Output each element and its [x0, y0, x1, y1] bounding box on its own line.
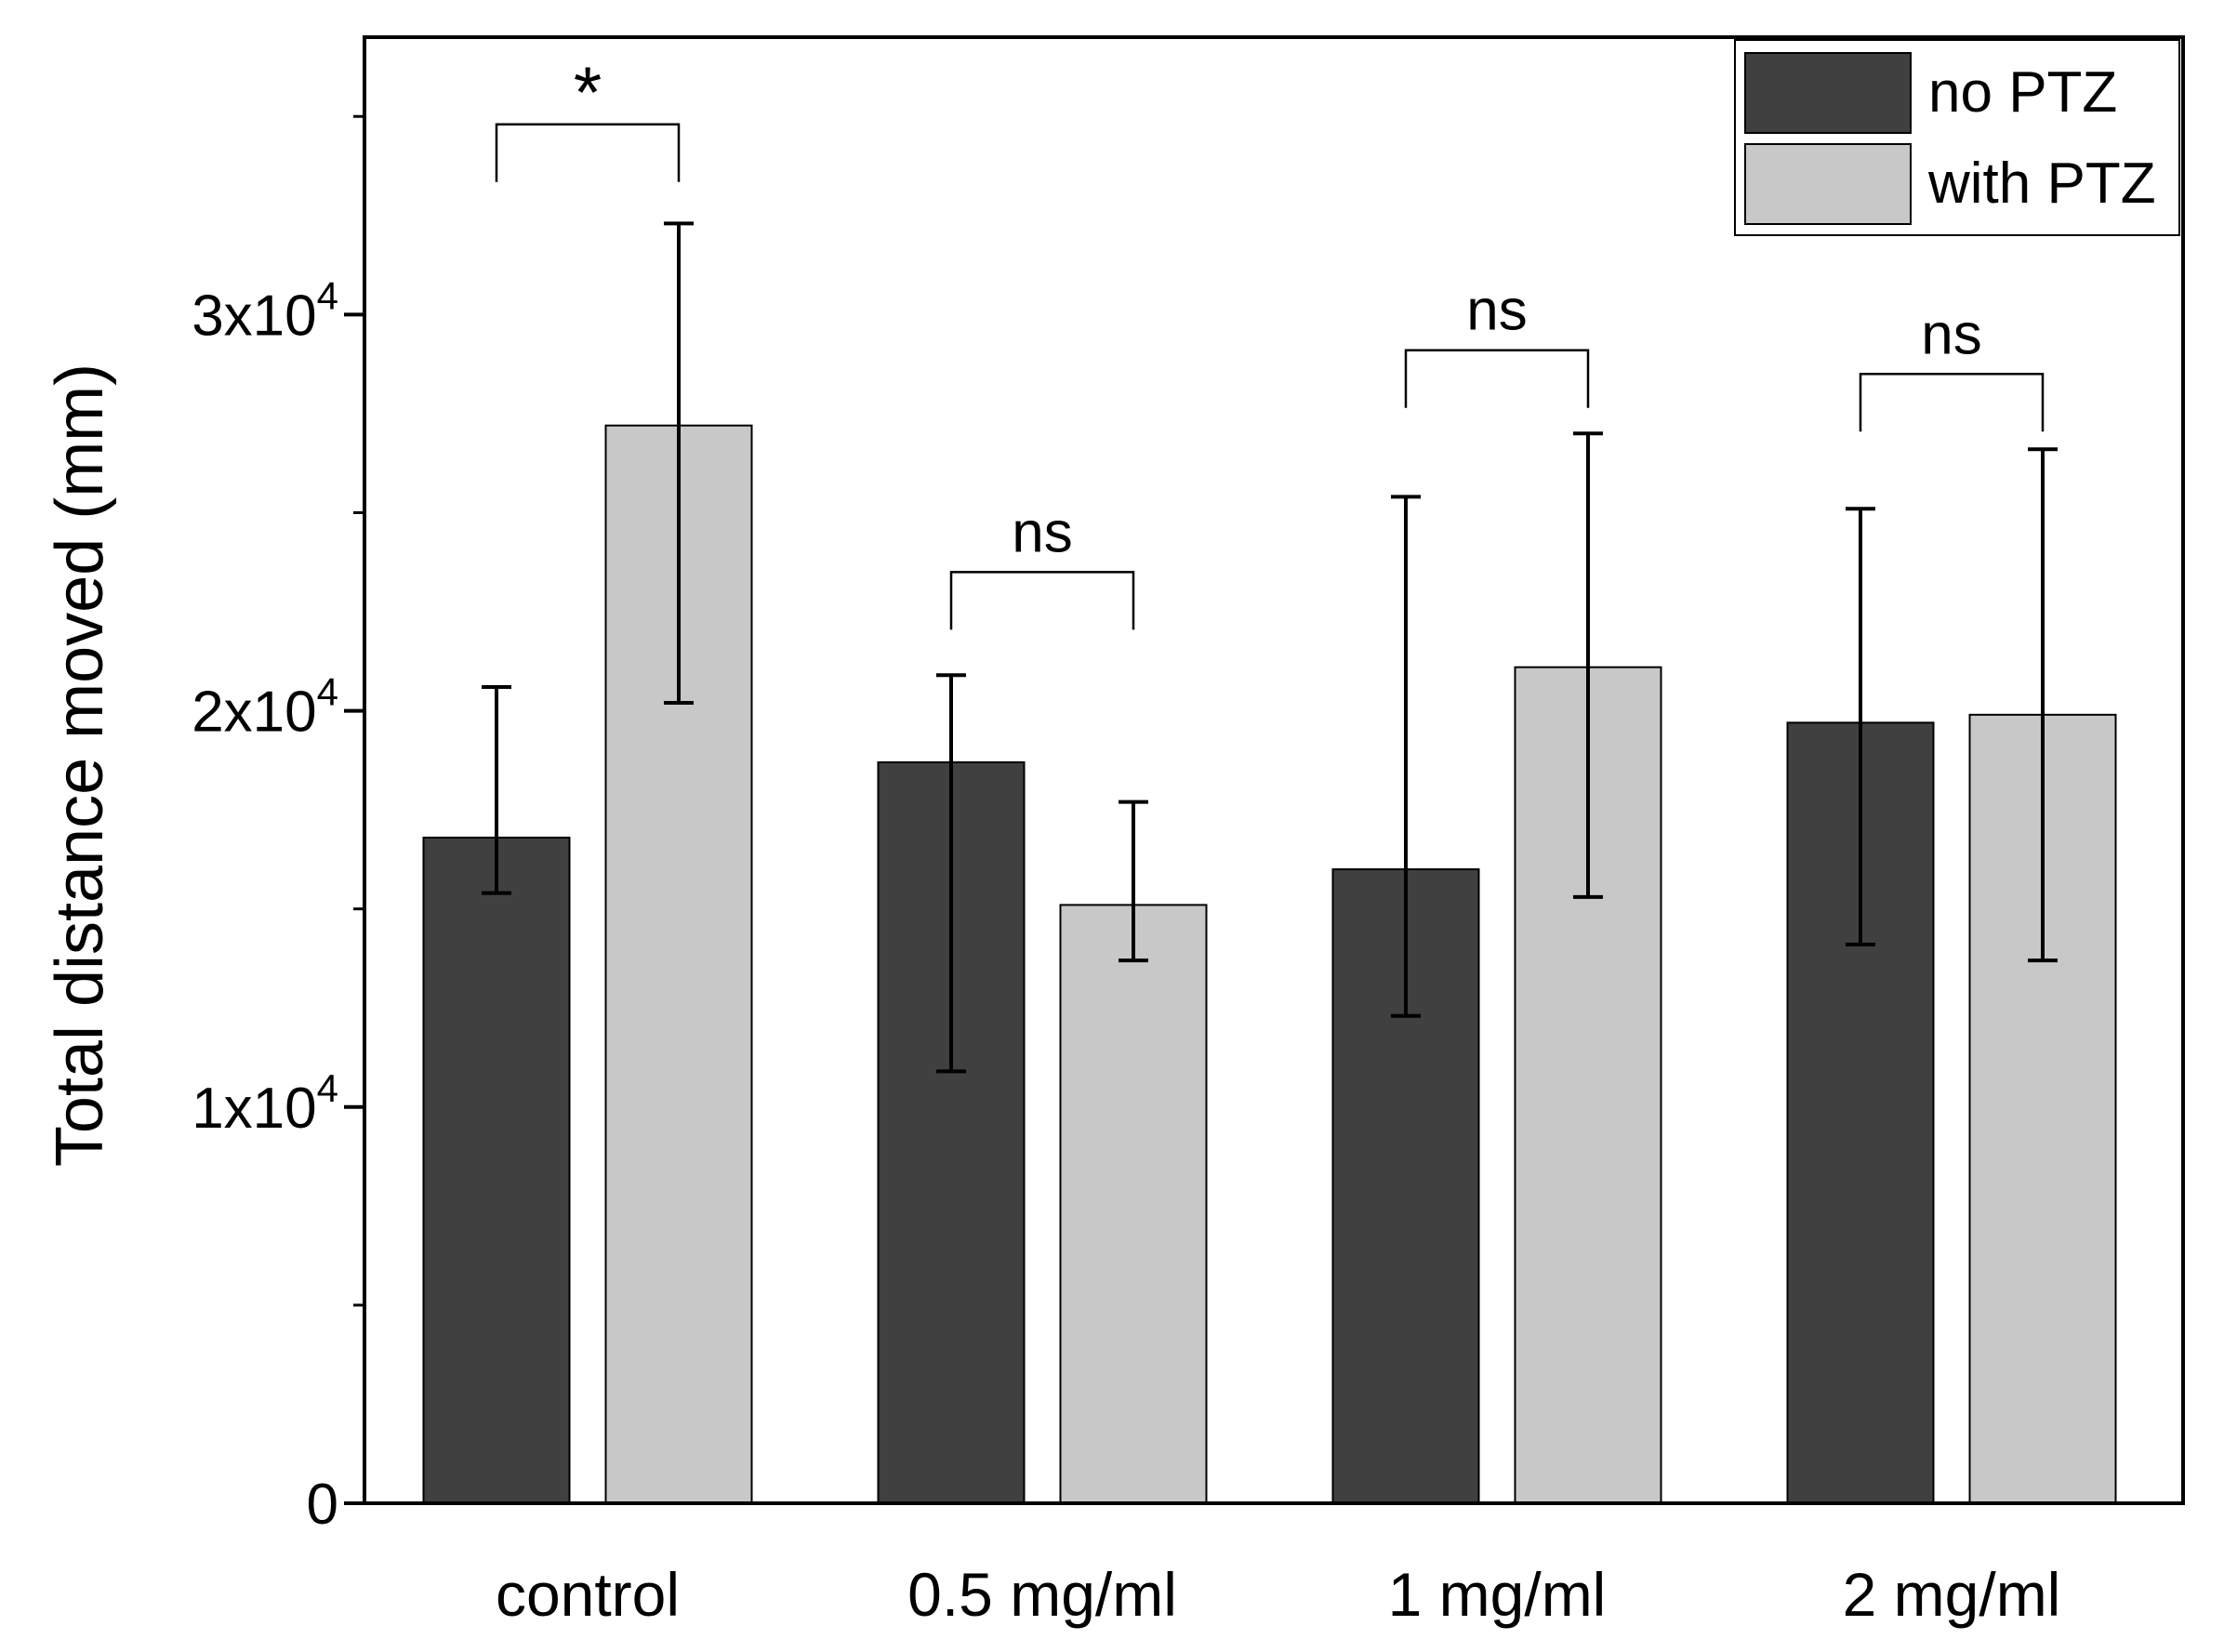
- x-tick-label-0: control: [496, 1560, 680, 1629]
- y-tick-label-0: 0: [307, 1473, 338, 1537]
- bar-no-ptz-0: [422, 836, 571, 1504]
- y-tick-label-base-3: 3x10: [192, 284, 316, 348]
- y-tick-label-exponent-2: 4: [317, 670, 338, 714]
- y-tick-label-3: 3x104: [192, 273, 338, 348]
- significance-bracket-1: [949, 571, 1135, 630]
- significance-label-2: ns: [1466, 279, 1527, 343]
- y-axis-label: Total distance moved (mm): [43, 363, 117, 1167]
- x-tick-label-1: 0.5 mg/ml: [907, 1560, 1177, 1629]
- significance-bracket-2: [1404, 349, 1590, 408]
- bar-with-ptz-1: [1059, 904, 1208, 1504]
- significance-label-1: ns: [1012, 500, 1072, 564]
- significance-bracket-3: [1859, 373, 2045, 432]
- legend: no PTZ with PTZ: [1734, 39, 2180, 236]
- y-tick-label-base-1: 1x10: [192, 1077, 316, 1141]
- y-tick-label-1: 1x104: [192, 1066, 338, 1141]
- y-tick-label-2: 2x104: [192, 670, 338, 745]
- y-tick-label-base-2: 2x10: [192, 681, 316, 745]
- legend-swatch-no-ptz: [1744, 52, 1912, 134]
- axes-group: control 0.5 mg/ml 1 mg/ml 2 mg/ml01x1042x10…: [192, 35, 2185, 1629]
- y-tick-label-exponent-1: 4: [317, 1066, 338, 1110]
- plot-frame: [363, 35, 2185, 1505]
- legend-label-no-ptz: no PTZ: [1928, 60, 2117, 125]
- significance-label-3: ns: [1921, 302, 1981, 366]
- x-tick-label-2: 1 mg/ml: [1388, 1560, 1607, 1629]
- legend-label-with-ptz: with PTZ: [1927, 152, 2156, 216]
- x-tick-label-3: 2 mg/ml: [1843, 1560, 2061, 1629]
- significance-group: * ns ns ns: [495, 51, 2045, 630]
- legend-swatch-with-ptz: [1744, 143, 1912, 225]
- y-tick-label-exponent-3: 4: [317, 273, 338, 317]
- significance-label-0: *: [574, 51, 602, 133]
- significance-bracket-0: [495, 123, 681, 182]
- error-bars-group: [482, 221, 2058, 1074]
